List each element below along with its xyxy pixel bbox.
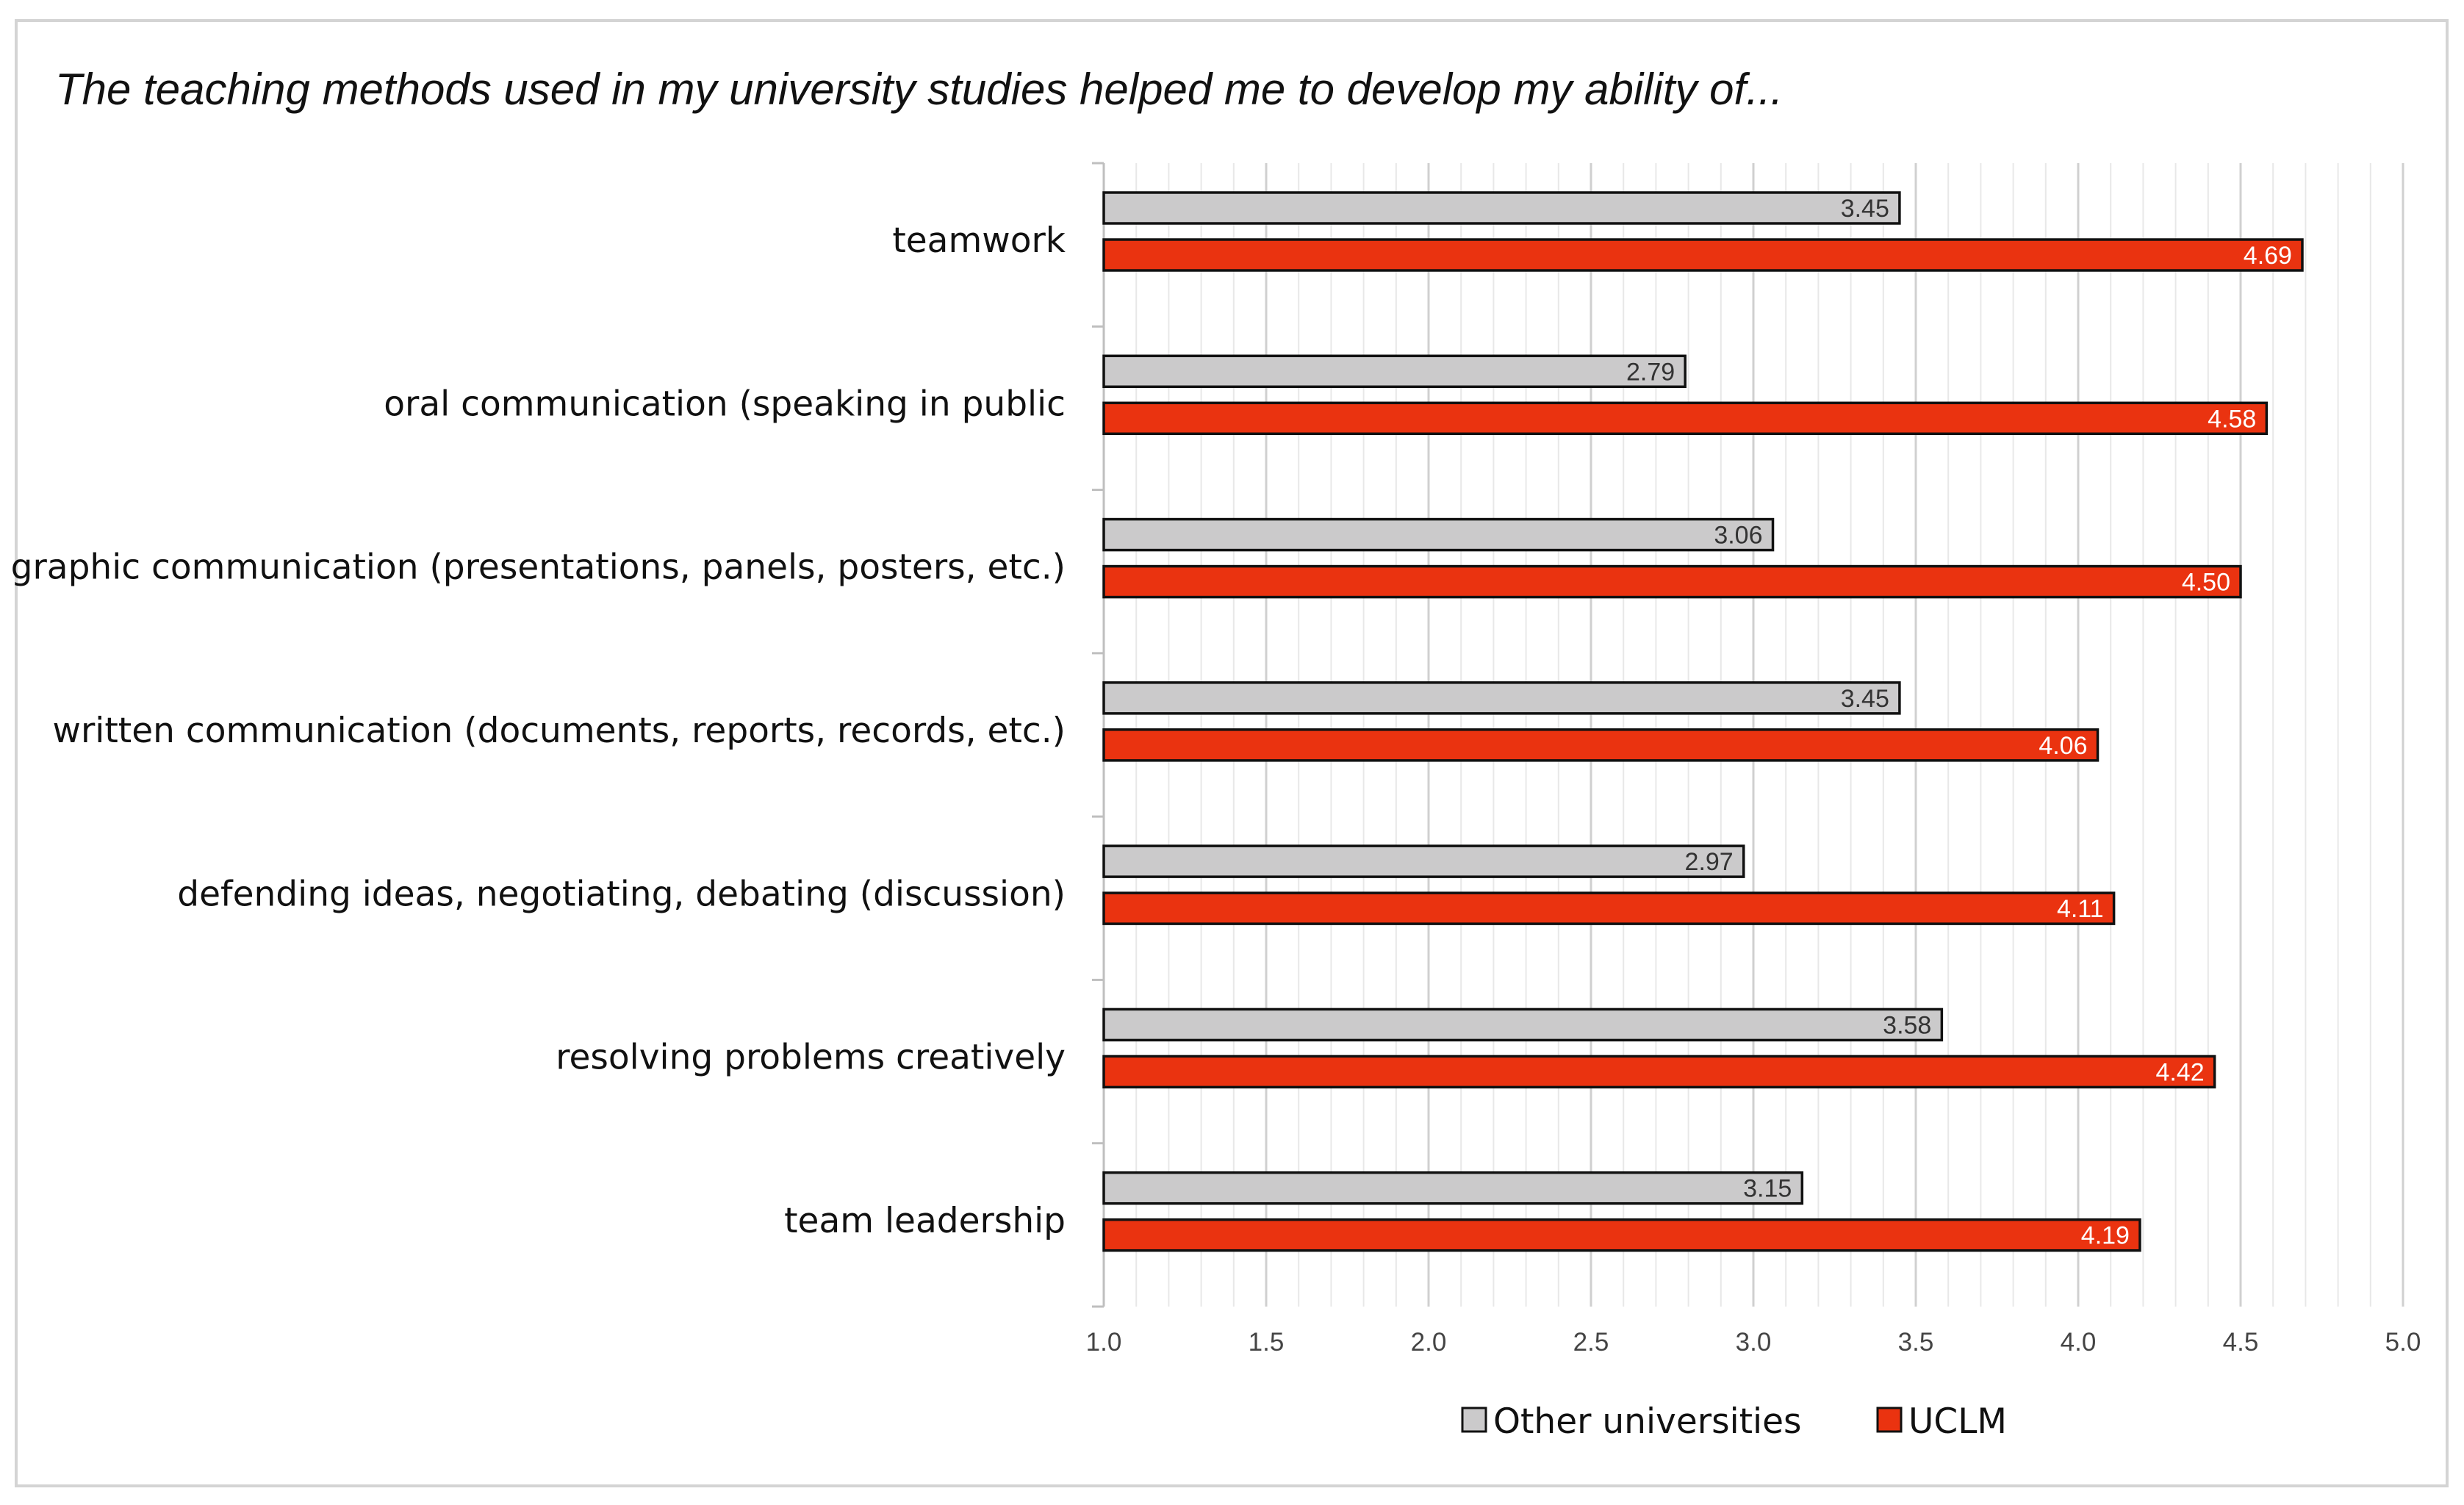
x-tick-label: 5.0 [2385,1328,2421,1357]
bar-uclm [1102,1055,2216,1089]
category-label: defending ideas, negotiating, debating (… [177,874,1066,914]
x-tick-label: 2.5 [1573,1328,1609,1357]
bar-other-universities [1102,517,1775,552]
bar-uclm [1102,728,2100,762]
data-label: 4.19 [2081,1222,2130,1250]
labels: teamwork oral communication (speaking in … [11,195,2292,1250]
category-label: team leadership [784,1201,1066,1241]
data-label: 4.06 [2039,732,2087,760]
category-label: teamwork [892,220,1066,261]
bar-uclm [1102,401,2269,436]
bar-uclm [1102,238,2304,272]
data-label: 3.45 [1841,195,1889,223]
bar-uclm [1102,564,2242,599]
data-label: 4.58 [2208,405,2256,433]
legend-swatch-uclm [1876,1407,1903,1433]
legend-label: Other universities [1493,1401,1802,1442]
bar-uclm [1102,891,2116,925]
bars [1102,191,2304,1252]
category-label: resolving problems creatively [556,1038,1066,1078]
x-tick-label: 4.0 [2061,1328,2097,1357]
data-label: 4.50 [2182,569,2230,597]
category-label: written communication (documents, report… [53,711,1066,751]
x-tick-label: 4.5 [2223,1328,2259,1357]
category-label: oral communication (speaking in public [384,384,1066,424]
x-tick-label: 3.5 [1898,1328,1934,1357]
legend: Other universities UCLM [1461,1401,2007,1442]
bar-other-universities [1102,191,1901,225]
x-tick-label: 1.0 [1086,1328,1122,1357]
data-label: 3.58 [1883,1011,1931,1039]
data-label: 4.42 [2155,1058,2204,1086]
data-label: 2.79 [1626,358,1675,386]
legend-swatch-other-universities [1461,1407,1487,1433]
bar-other-universities [1102,1007,1944,1042]
data-label: 3.45 [1841,685,1889,713]
x-tick-label: 2.0 [1411,1328,1447,1357]
data-label: 4.11 [2057,895,2104,923]
legend-label: UCLM [1908,1401,2007,1442]
data-label: 4.69 [2244,242,2292,270]
bar-other-universities [1102,681,1901,715]
bar-uclm [1102,1218,2141,1252]
category-label: graphic communication (presentations, pa… [11,547,1066,588]
data-label: 3.06 [1714,522,1762,550]
chart-title: The teaching methods used in my universi… [55,65,1783,114]
data-label: 3.15 [1743,1175,1792,1203]
data-label: 2.97 [1685,848,1734,876]
x-tick-label: 3.0 [1736,1328,1772,1357]
bar-other-universities [1102,1171,1804,1205]
bar-other-universities [1102,354,1687,389]
x-tick-label: 1.5 [1249,1328,1285,1357]
bar-other-universities [1102,844,1745,878]
